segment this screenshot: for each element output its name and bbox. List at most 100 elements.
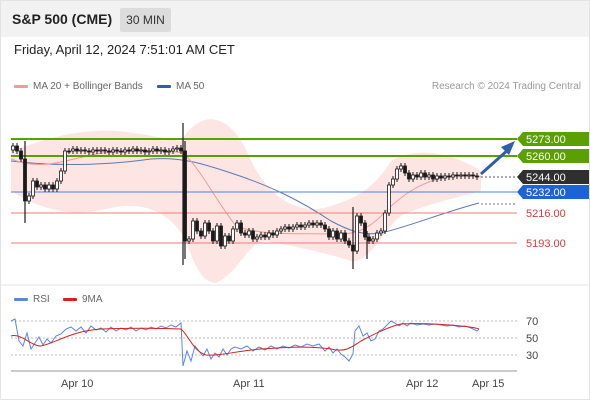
candle-body [443,175,447,179]
candle-body [131,148,135,152]
candle-body [427,174,431,178]
candle-body [163,149,167,153]
candle-body [135,148,139,152]
candle-body [39,184,43,188]
instrument-title: S&P 500 (CME) [12,11,113,27]
timestamp: Friday, April 12, 2024 7:51:01 AM CET [14,42,235,57]
candle-body [91,149,95,153]
candle-body [375,232,379,240]
candle-body [415,174,419,178]
candle-body [307,222,311,226]
candle-body [83,149,87,152]
candle-body [467,174,471,177]
legend-9ma: 9MA [63,294,103,305]
candle-body [255,236,259,240]
price-tag-pivot-text: 5232.00 [526,187,566,199]
candle-body [215,225,219,242]
candle-body [111,149,115,153]
candle-body [303,224,307,228]
x-tick-apr12: Apr 12 [406,378,438,390]
x-tick-apr11: Apr 11 [233,378,265,390]
candle-body [179,147,183,152]
candle-body [323,224,327,230]
candle-body [383,212,387,232]
candle-body [143,149,147,153]
candle-body [15,145,19,152]
candle-body [99,149,103,152]
candle-body [243,232,247,236]
price-label-s2: 5193.00 [526,238,566,250]
candle-body [359,215,363,224]
ma9-swatch [63,297,77,301]
candle-body [115,149,119,152]
rsi-swatch [14,297,28,301]
candle-body [147,150,151,153]
candle-body [95,149,99,152]
price-tag-pivot: 5232.00 [517,185,589,199]
candle-body [27,195,31,202]
candle-body [387,184,391,214]
candle-body [403,165,407,174]
candle-body [451,174,455,178]
candle-body [267,232,271,238]
candle-body [327,228,331,238]
candle-body [471,174,475,177]
candle-body [291,226,295,230]
candle-body [55,180,59,190]
rsi-line [10,318,480,367]
candle-body [231,228,235,242]
candle-body [299,224,303,228]
candle-body [235,222,239,230]
candle-body [59,170,63,182]
ma50-legend-label: MA 50 [176,81,205,92]
candle-body [19,150,23,160]
price-tag-current-text: 5244.00 [526,172,566,184]
candle-body [119,150,123,153]
price-tag-r1: 5273.00 [517,132,589,146]
candle-body [123,149,127,153]
candle-body [187,238,191,242]
candle-body [331,230,335,238]
candle-body [295,224,299,228]
candle-body [207,222,211,232]
candle-body [227,235,231,242]
ma20-line [10,150,482,235]
candle-body [431,174,435,180]
candle-body [283,226,287,230]
candle-body [223,235,227,247]
candle-body [239,222,243,234]
candle-body [379,230,383,234]
candle-body [455,174,459,177]
candle-body [463,174,467,177]
candle-body [339,232,343,240]
candle-body [259,234,263,238]
candle-body [63,150,67,172]
ma9-legend-label: 9MA [82,294,103,305]
bollinger-band [11,119,481,284]
ma20-swatch [14,84,28,88]
rsi-tick-70: 70 [526,316,538,328]
price-tag-r2-text: 5260.00 [526,151,566,163]
rsi-tick-30: 30 [526,350,538,362]
candle-body [271,232,275,236]
ma20-legend-label: MA 20 + Bollinger Bands [33,81,143,92]
timeframe-button[interactable]: 30 MIN [120,8,171,32]
rsi-legend-label: RSI [33,294,50,305]
x-tick-apr15: Apr 15 [472,378,504,390]
candle-body [151,148,155,152]
candle-body [211,230,215,242]
header-bar: S&P 500 (CME) 30 MIN [1,1,589,37]
candle-body [219,225,223,247]
candle-body [447,175,451,178]
candle-body [31,180,35,197]
candle-body [195,220,199,232]
candle-body [87,150,91,153]
candle-body [347,240,351,246]
candle-body [171,148,175,152]
rsi-ma-line [10,323,480,356]
candle-body [391,178,395,186]
legend-ma50: MA 50 [157,81,204,92]
x-tick-apr10: Apr 10 [61,378,93,390]
candle-body [263,234,267,238]
